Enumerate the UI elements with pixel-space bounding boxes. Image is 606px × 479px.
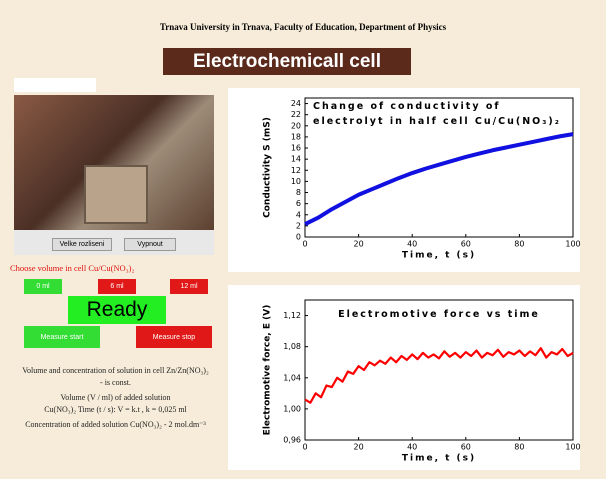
x-tick-label: 0: [302, 240, 307, 249]
charts: 024681012141618202224020406080100Time, t…: [0, 0, 606, 479]
y-tick-label: 8: [296, 188, 301, 197]
x-tick-label: 0: [302, 443, 307, 452]
x-tick-label: 60: [461, 240, 471, 249]
y-tick-label: 14: [291, 155, 301, 164]
y-tick-label: 2: [296, 221, 301, 230]
y-tick-label: 1,08: [283, 342, 301, 351]
y-tick-label: 0: [296, 233, 301, 242]
x-tick-label: 40: [407, 443, 417, 452]
y-tick-label: 24: [291, 99, 301, 108]
x-tick-label: 80: [514, 443, 524, 452]
y-axis-label: Conductivity S (mS): [263, 117, 273, 218]
y-tick-label: 0,96: [283, 436, 301, 445]
y-tick-label: 10: [291, 177, 301, 186]
y-tick-label: 12: [291, 166, 301, 175]
x-axis-label: Time, t (s): [402, 251, 476, 261]
y-tick-label: 16: [291, 144, 301, 153]
x-tick-label: 100: [565, 240, 580, 249]
y-tick-label: 20: [291, 121, 301, 130]
y-tick-label: 1,00: [283, 404, 301, 413]
x-tick-label: 60: [461, 443, 471, 452]
y-tick-label: 22: [291, 110, 301, 119]
x-tick-label: 100: [565, 443, 580, 452]
data-line: [305, 134, 573, 224]
y-axis-label: Electromotive force, E (V): [263, 305, 273, 436]
x-tick-label: 20: [354, 443, 364, 452]
x-tick-label: 40: [407, 240, 417, 249]
y-tick-label: 4: [296, 210, 301, 219]
y-tick-label: 18: [291, 132, 301, 141]
chart-title: Electromotive force vs time: [305, 307, 573, 322]
y-tick-label: 1,04: [283, 373, 301, 382]
x-tick-label: 20: [354, 240, 364, 249]
data-line: [305, 348, 573, 402]
x-tick-label: 80: [514, 240, 524, 249]
chart-title: Change of conductivity of electrolyt in …: [313, 99, 563, 129]
page: Trnava University in Trnava, Faculty of …: [0, 0, 606, 479]
y-tick-label: 6: [296, 199, 301, 208]
y-tick-label: 1,12: [283, 311, 301, 320]
x-axis-label: Time, t (s): [402, 454, 476, 464]
